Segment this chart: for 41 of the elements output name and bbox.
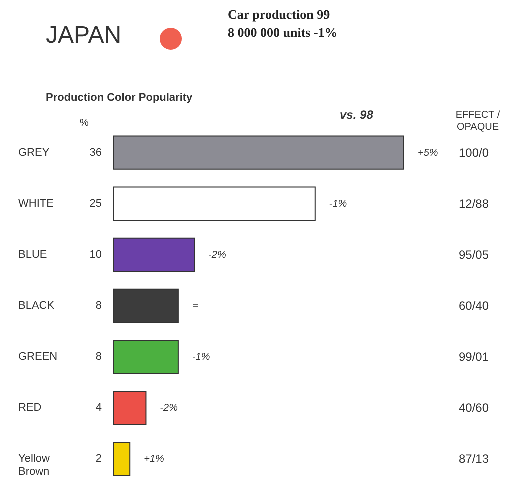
text: Production Color Popularity [46,92,193,104]
bar [114,288,179,324]
annotation: -1% [329,198,348,210]
text: 87/13 [458,452,490,466]
annotation: -1% [192,352,210,364]
annotation: = [192,301,198,312]
annotation: -2% [208,250,226,261]
text: vs. 98 [340,108,374,122]
y-tick-label: BLACK [18,300,56,312]
text: 60/40 [458,299,490,313]
chart-title: JAPAN [46,22,122,50]
text: 99/01 [458,350,490,364]
chart-subtitle: Car production 99 8 000 000 units -1% [228,6,338,42]
bar [114,186,316,221]
y-tick-label: GREY [18,146,50,159]
text: % [80,118,89,129]
data-label: 8 [96,351,102,364]
text: 95/05 [458,248,490,262]
data-label: 2 [96,453,102,466]
data-label: 8 [96,300,102,312]
bar [114,340,179,374]
annotation: +5% [418,148,438,159]
y-tick-label: BLUE [18,248,48,261]
text: EFFECT / OPAQUE [454,110,502,134]
bar [114,442,131,476]
y-tick-label: WHITE [18,198,54,210]
data-label: 25 [90,198,102,210]
data-label: 36 [90,146,102,159]
data-label: 10 [90,248,102,261]
text: 12/88 [458,196,490,211]
y-tick-label: GREEN [18,351,58,364]
annotation: -2% [160,403,178,414]
annotation: +1% [144,454,165,466]
bar [114,136,404,170]
data-label: 4 [96,402,102,414]
bar [114,238,196,272]
text: 40/60 [458,401,490,416]
y-tick-label: RED [18,402,42,414]
bar [114,391,147,426]
y-tick-label: Yellow Brown [18,453,50,478]
text: 100/0 [458,146,490,160]
